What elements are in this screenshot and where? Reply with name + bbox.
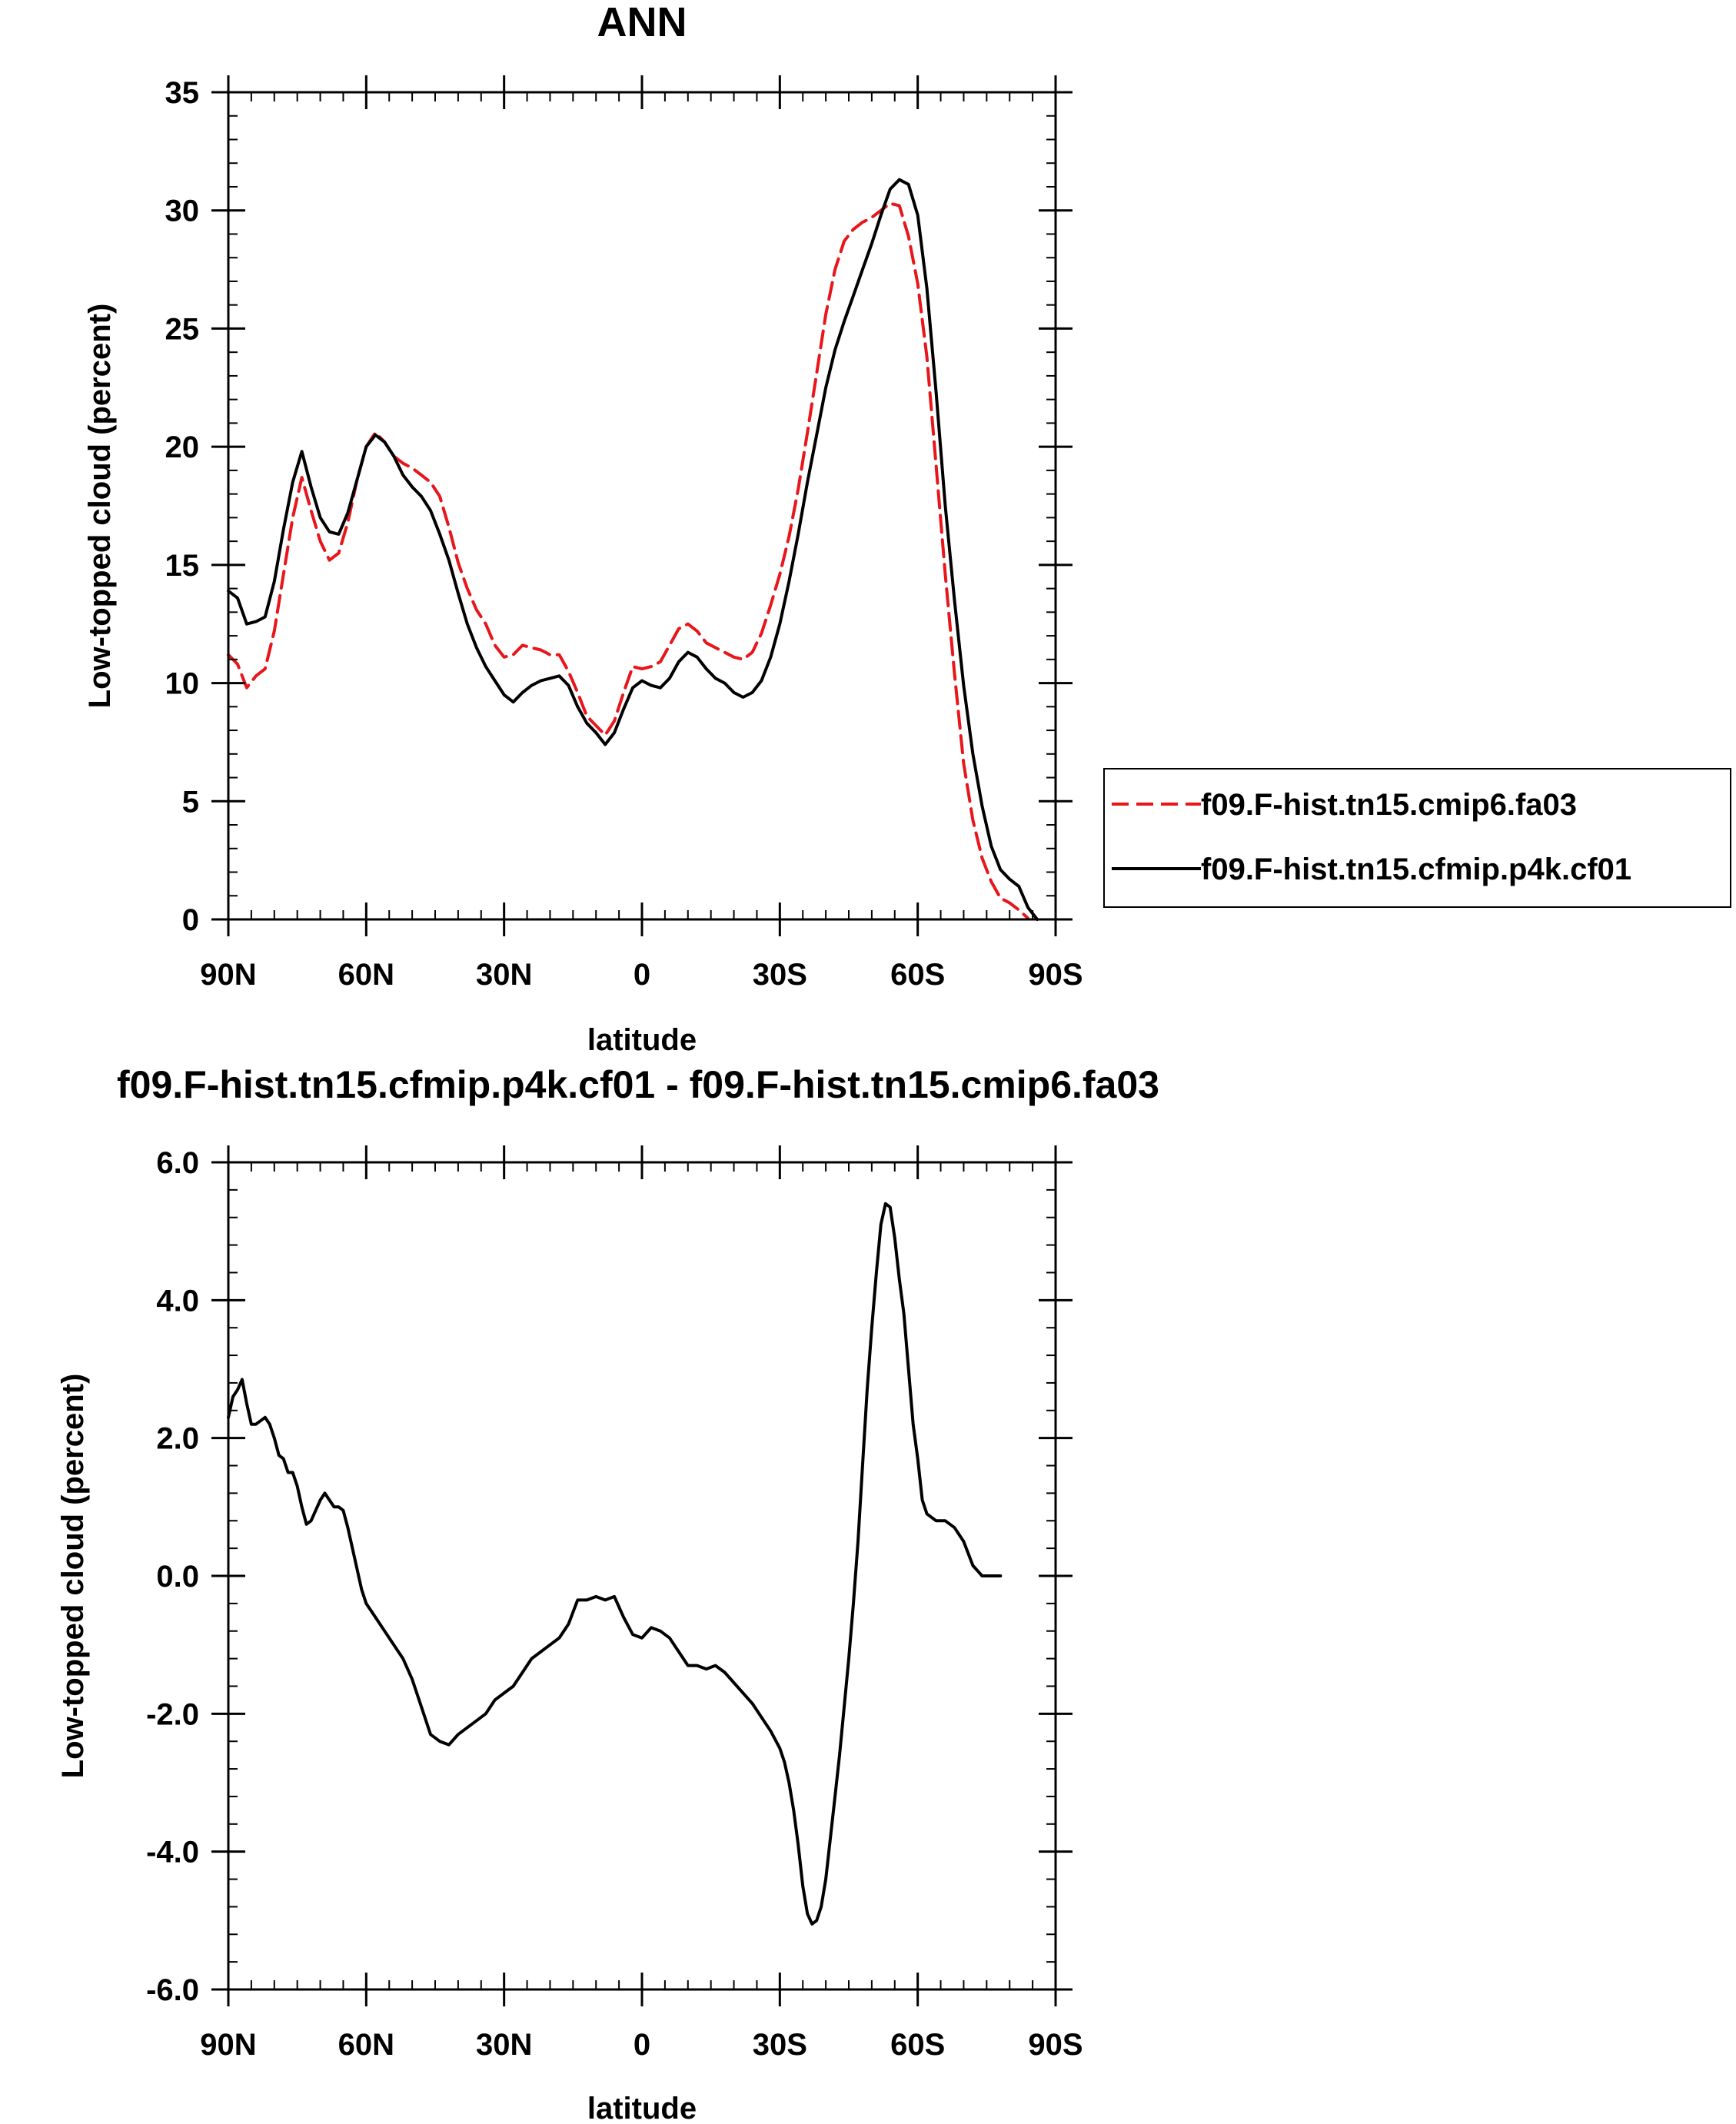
top-x-tick-label: 90S (1028, 958, 1083, 992)
top-chart-panel: ANN 90N 60N 30N 0 30S 60S 90S 0 5 10 15 20 25 30 35 la… (83, 0, 1731, 1057)
top-y-tick-label: 10 (165, 667, 200, 701)
top-y-tick-label: 15 (165, 549, 200, 583)
top-chart-ticks: 90N 60N 30N 0 30S 60S 90S 0 5 10 15 20 25 30 35 (165, 75, 1083, 992)
top-chart-series-group (227, 178, 1039, 921)
bottom-series-line-difference (227, 1202, 1003, 1926)
top-x-tick-label: 0 (634, 958, 650, 992)
legend-label-fa03: f09.F-hist.tn15.cmip6.fa03 (1201, 788, 1577, 822)
bottom-y-tick-label: -2.0 (146, 1697, 199, 1731)
bottom-chart-title: f09.F-hist.tn15.cfmip.p4k.cf01 - f09.F-h… (117, 1063, 1159, 1106)
top-chart-title: ANN (597, 0, 687, 45)
top-x-tick-label: 60S (890, 958, 945, 992)
top-chart-ylabel: Low-topped cloud (percent) (83, 304, 117, 709)
bottom-chart-panel: f09.F-hist.tn15.cfmip.p4k.cf01 - f09.F-h… (56, 1063, 1159, 2124)
bottom-x-tick-label: 90N (200, 2028, 256, 2062)
top-x-tick-label: 30N (476, 958, 532, 992)
legend-label-cf01: f09.F-hist.tn15.cfmip.p4k.cf01 (1201, 853, 1631, 886)
bottom-y-tick-label: 4.0 (156, 1284, 199, 1318)
top-y-tick-label: 25 (165, 312, 200, 346)
top-y-tick-label: 5 (182, 785, 199, 819)
bottom-x-tick-label: 60N (338, 2028, 394, 2062)
bottom-x-tick-label: 0 (634, 2028, 650, 2062)
bottom-y-tick-label: -4.0 (146, 1836, 199, 1870)
top-x-tick-label: 60N (338, 958, 394, 992)
bottom-chart-xlabel: latitude (587, 2092, 697, 2124)
top-y-tick-label: 30 (165, 194, 200, 228)
top-y-tick-label: 20 (165, 430, 200, 464)
bottom-plot-frame (227, 1161, 1057, 1991)
bottom-chart-series-group (227, 1202, 1003, 1926)
top-x-tick-label: 90N (200, 958, 256, 992)
bottom-y-tick-label: 0.0 (156, 1560, 199, 1594)
bottom-chart-ticks: 90N 60N 30N 0 30S 60S 90S -6.0 -4.0 -2.0 0.0 2.0 4.0… (146, 1145, 1083, 2062)
bottom-y-tick-label: 6.0 (156, 1146, 199, 1180)
legend-box (1103, 768, 1731, 908)
top-chart-xlabel: latitude (587, 1023, 697, 1057)
top-y-tick-label: 0 (182, 903, 199, 937)
top-y-tick-label: 35 (165, 76, 200, 110)
bottom-x-tick-label: 90S (1028, 2028, 1083, 2062)
bottom-y-tick-label: 2.0 (156, 1422, 199, 1456)
top-chart-legend: f09.F-hist.tn15.cmip6.fa03 f09.F-hist.tn… (1103, 768, 1731, 908)
top-x-tick-label: 30S (753, 958, 807, 992)
top-series-line-f09-f-hist-tn15-cmip6-fa03 (227, 201, 1030, 920)
bottom-x-tick-label: 30N (476, 2028, 532, 2062)
bottom-x-tick-label: 60S (890, 2028, 945, 2062)
bottom-x-tick-label: 30S (753, 2028, 807, 2062)
bottom-y-tick-label: -6.0 (146, 1973, 199, 2007)
bottom-chart-ylabel: Low-topped cloud (percent) (56, 1374, 90, 1779)
top-series-line-f09-f-hist-tn15-cfmip-p4k-cf01 (227, 178, 1039, 921)
